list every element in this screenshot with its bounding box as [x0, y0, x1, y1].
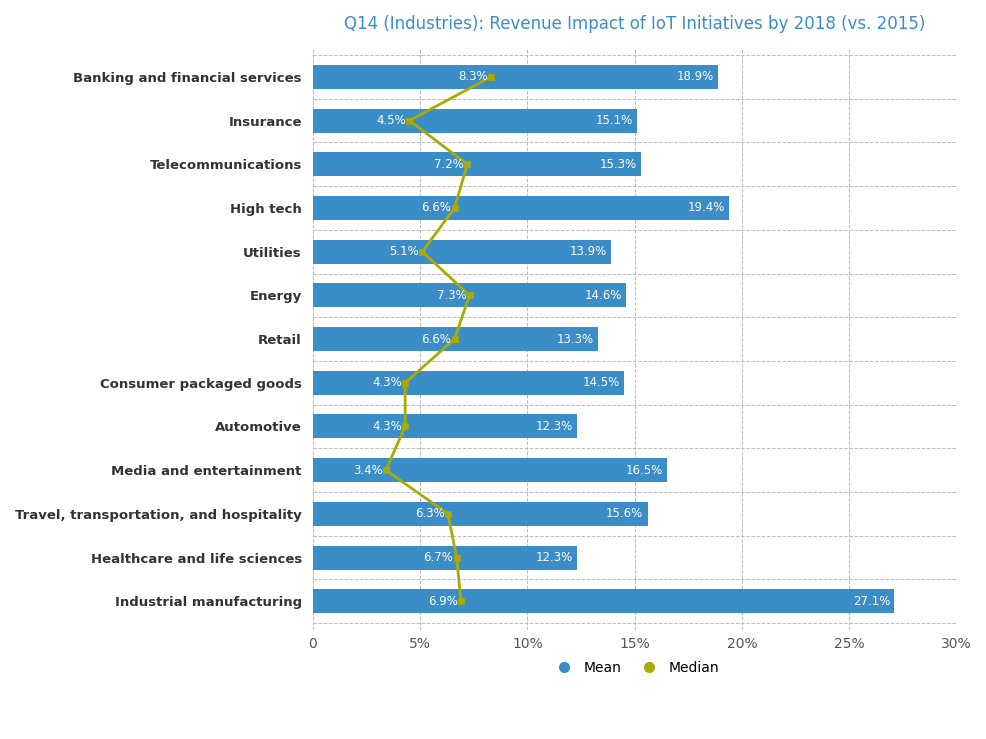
- Text: 18.9%: 18.9%: [676, 70, 714, 84]
- Text: 14.5%: 14.5%: [582, 376, 619, 389]
- Bar: [313, 239, 610, 264]
- Text: 6.6%: 6.6%: [421, 333, 451, 346]
- Bar: [313, 327, 598, 351]
- Bar: [313, 589, 893, 613]
- Text: 4.5%: 4.5%: [376, 114, 406, 127]
- Text: 19.4%: 19.4%: [687, 202, 724, 214]
- Text: 4.3%: 4.3%: [372, 420, 401, 433]
- Legend: Mean, Median: Mean, Median: [544, 655, 724, 681]
- Text: 15.6%: 15.6%: [605, 508, 643, 520]
- Text: 12.3%: 12.3%: [534, 420, 572, 433]
- Bar: [313, 371, 623, 395]
- Title: Q14 (Industries): Revenue Impact of IoT Initiatives by 2018 (vs. 2015): Q14 (Industries): Revenue Impact of IoT …: [344, 15, 925, 33]
- Text: 14.6%: 14.6%: [584, 289, 621, 302]
- Text: 16.5%: 16.5%: [625, 463, 662, 477]
- Text: 8.3%: 8.3%: [458, 70, 487, 84]
- Bar: [313, 109, 636, 132]
- Text: 12.3%: 12.3%: [534, 551, 572, 564]
- Text: 4.3%: 4.3%: [372, 376, 401, 389]
- Text: 15.3%: 15.3%: [599, 157, 636, 171]
- Text: 3.4%: 3.4%: [353, 463, 383, 477]
- Bar: [313, 415, 576, 438]
- Text: 27.1%: 27.1%: [852, 595, 889, 607]
- Text: 13.9%: 13.9%: [569, 245, 606, 258]
- Bar: [313, 65, 718, 89]
- Text: 5.1%: 5.1%: [388, 245, 419, 258]
- Bar: [313, 545, 576, 570]
- Text: 7.3%: 7.3%: [436, 289, 465, 302]
- Text: 15.1%: 15.1%: [595, 114, 632, 127]
- Text: 7.2%: 7.2%: [434, 157, 463, 171]
- Bar: [313, 196, 729, 220]
- Bar: [313, 458, 667, 483]
- Bar: [313, 283, 625, 307]
- Text: 13.3%: 13.3%: [556, 333, 594, 346]
- Bar: [313, 152, 641, 177]
- Text: 6.6%: 6.6%: [421, 202, 451, 214]
- Text: 6.7%: 6.7%: [423, 551, 453, 564]
- Bar: [313, 502, 647, 526]
- Text: 6.9%: 6.9%: [427, 595, 458, 607]
- Text: 6.3%: 6.3%: [415, 508, 445, 520]
